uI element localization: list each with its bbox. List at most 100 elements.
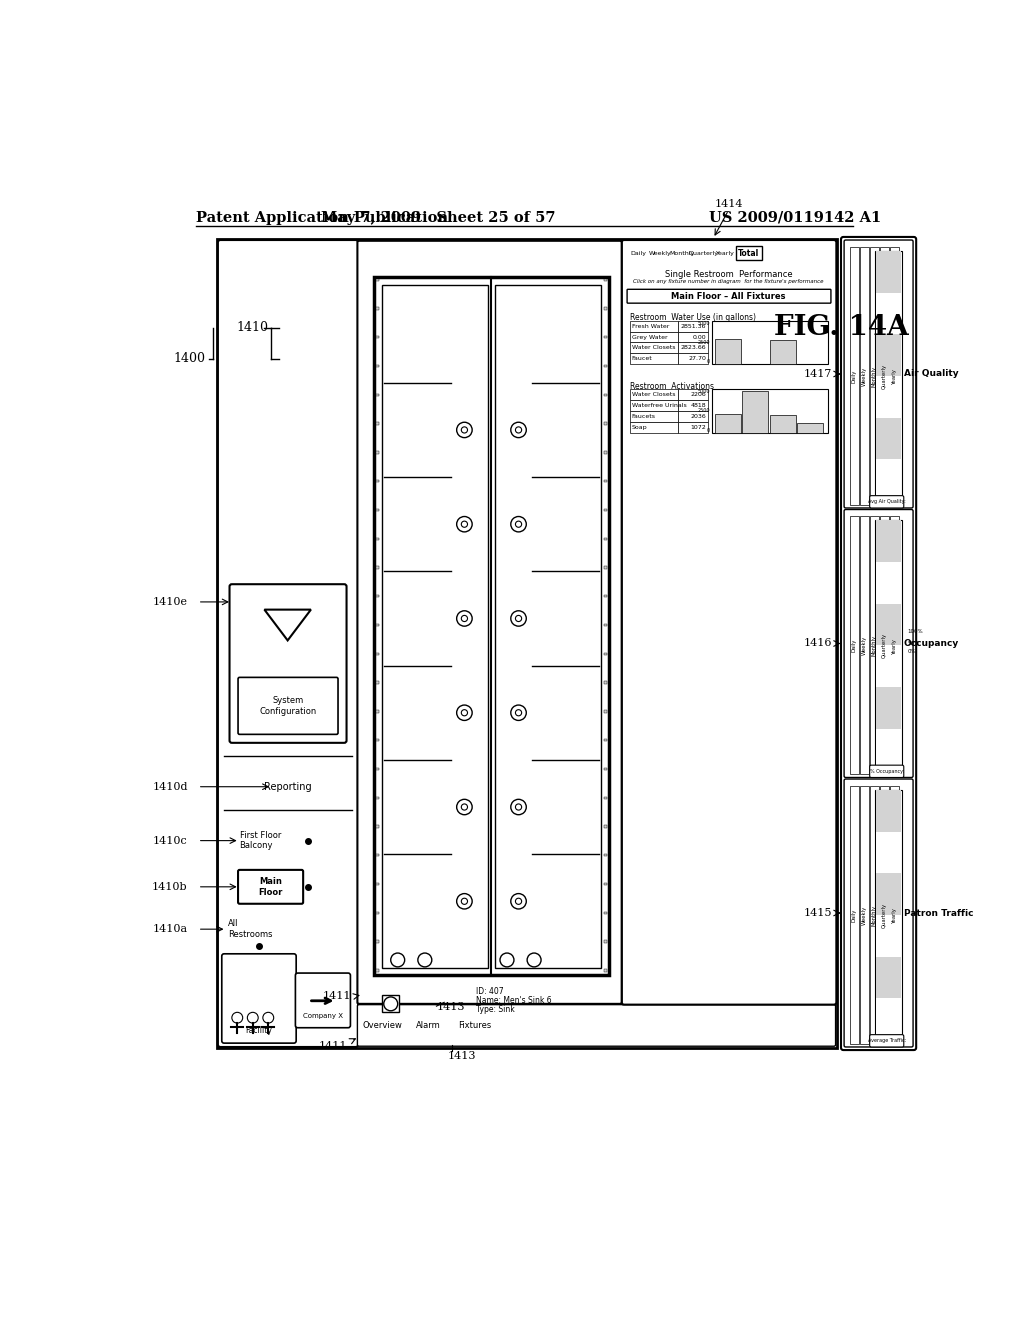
Bar (376, 652, 379, 655)
Bar (382, 995, 399, 1012)
Bar (604, 451, 607, 454)
Bar (630, 321, 678, 331)
Bar (376, 508, 379, 511)
Bar (604, 537, 607, 540)
Text: 0: 0 (707, 359, 710, 364)
Text: Grey Water: Grey Water (632, 334, 668, 339)
Bar (604, 883, 607, 886)
Text: 1410a: 1410a (153, 924, 187, 935)
Bar (876, 251, 902, 502)
Text: 2851.36: 2851.36 (681, 323, 707, 329)
FancyBboxPatch shape (238, 677, 338, 734)
Bar (850, 247, 859, 506)
Text: 5000: 5000 (697, 389, 710, 395)
Bar (859, 247, 869, 506)
Bar (376, 566, 379, 569)
Text: 1413: 1413 (449, 1051, 476, 1061)
Text: Quarterly: Quarterly (882, 903, 887, 928)
Text: 2500: 2500 (697, 341, 710, 345)
Bar (604, 940, 607, 942)
Bar (376, 681, 379, 684)
Text: Daily: Daily (852, 639, 857, 652)
FancyBboxPatch shape (357, 240, 622, 1003)
Bar (712, 389, 827, 433)
Bar (376, 825, 379, 828)
Text: May 7, 2009   Sheet 25 of 57: May 7, 2009 Sheet 25 of 57 (321, 211, 555, 224)
Text: 50%: 50% (907, 642, 920, 645)
Circle shape (511, 894, 526, 909)
Text: Reporting: Reporting (264, 781, 311, 792)
Circle shape (231, 1012, 243, 1023)
Bar (604, 768, 607, 770)
Circle shape (515, 426, 521, 433)
FancyBboxPatch shape (844, 779, 913, 1047)
Bar (376, 480, 379, 482)
Text: Monthly: Monthly (871, 635, 877, 656)
Bar (376, 739, 379, 742)
Circle shape (457, 516, 472, 532)
FancyBboxPatch shape (295, 973, 350, 1028)
Text: US 2009/0119142 A1: US 2009/0119142 A1 (710, 211, 882, 224)
Text: Weekly: Weekly (862, 906, 866, 925)
Bar (376, 969, 379, 972)
Circle shape (511, 705, 526, 721)
Text: 100%: 100% (907, 630, 924, 635)
Text: Alarm: Alarm (417, 1020, 441, 1030)
Text: Air Quality: Air Quality (904, 370, 958, 379)
Text: Quarterly: Quarterly (882, 364, 887, 389)
Text: Fixtures: Fixtures (459, 1020, 492, 1030)
Text: Daily: Daily (852, 370, 857, 383)
Circle shape (515, 710, 521, 715)
Bar (630, 354, 678, 364)
Text: 1414: 1414 (715, 199, 742, 209)
Bar (604, 652, 607, 655)
Text: Soap: Soap (632, 425, 647, 429)
Bar (859, 516, 869, 775)
Text: 0: 0 (707, 428, 710, 433)
FancyBboxPatch shape (869, 496, 904, 508)
Bar (876, 459, 901, 502)
Bar (630, 400, 678, 411)
Bar (604, 308, 607, 310)
Bar (876, 293, 901, 334)
Bar (876, 603, 901, 645)
Circle shape (461, 710, 468, 715)
Bar (376, 710, 379, 713)
Text: 2500: 2500 (697, 408, 710, 413)
Bar (678, 389, 708, 400)
Text: Faucet: Faucet (632, 356, 652, 362)
Circle shape (457, 422, 472, 438)
Circle shape (461, 615, 468, 622)
Circle shape (515, 521, 521, 527)
Bar (376, 393, 379, 396)
Bar (604, 595, 607, 598)
Text: 1410c: 1410c (153, 836, 187, 846)
Bar (604, 393, 607, 396)
Bar (876, 998, 901, 1040)
Bar (890, 516, 899, 775)
Bar (376, 308, 379, 310)
Bar (678, 400, 708, 411)
Text: Restroom  Water Use (in gallons): Restroom Water Use (in gallons) (630, 313, 756, 322)
Text: Type: Sink: Type: Sink (476, 1006, 515, 1014)
Bar (604, 912, 607, 913)
Text: Daily: Daily (631, 251, 647, 256)
Bar (876, 562, 901, 603)
Text: 2036: 2036 (690, 414, 707, 418)
FancyBboxPatch shape (622, 240, 837, 1005)
Circle shape (457, 611, 472, 626)
Text: Main
Floor: Main Floor (258, 876, 283, 896)
Circle shape (457, 705, 472, 721)
Bar (376, 364, 379, 367)
Bar (715, 339, 740, 364)
Text: 1417: 1417 (803, 370, 831, 379)
Text: Occupancy: Occupancy (904, 639, 959, 648)
Bar (678, 321, 708, 331)
Bar (630, 389, 678, 400)
Bar (376, 912, 379, 913)
Text: 5000: 5000 (697, 321, 710, 326)
Bar (876, 789, 902, 1040)
Text: Patent Application Publication: Patent Application Publication (197, 211, 449, 224)
Bar (376, 279, 379, 281)
Text: Overview: Overview (362, 1020, 402, 1030)
